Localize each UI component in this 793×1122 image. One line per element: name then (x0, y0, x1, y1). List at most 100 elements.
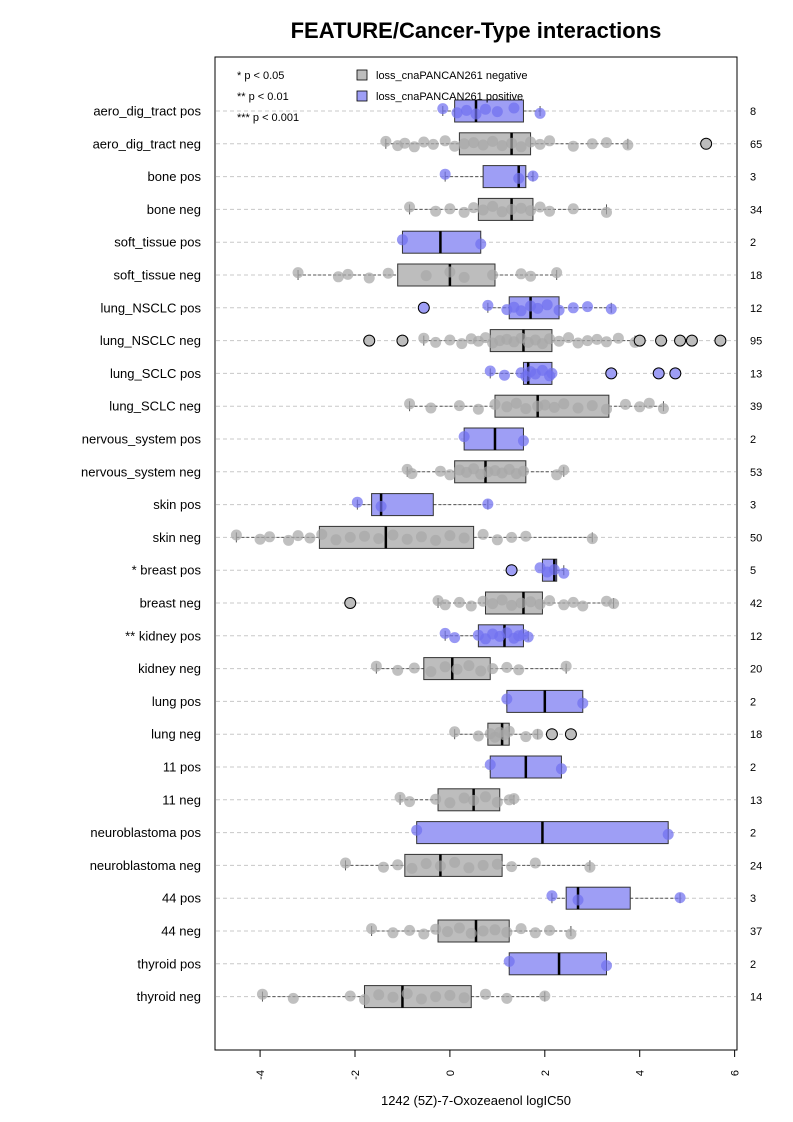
data-point (292, 530, 304, 542)
data-point (439, 627, 451, 639)
data-point (501, 926, 513, 938)
data-point (449, 632, 461, 644)
row-label: skin pos (153, 497, 201, 512)
data-point (503, 955, 515, 967)
data-point (304, 532, 316, 544)
data-point (491, 106, 503, 118)
data-point (577, 697, 589, 709)
x-axis: -4 -2 0 2 4 6 (255, 1049, 742, 1080)
data-point (430, 534, 442, 546)
data-point (506, 137, 518, 149)
data-point (520, 403, 532, 415)
x-tick-label: 6 (730, 1070, 742, 1076)
boxplots (235, 99, 681, 1009)
data-point (444, 469, 456, 481)
data-point (358, 994, 370, 1006)
chart-title: FEATURE/Cancer-Type interactions (291, 18, 662, 43)
data-point (601, 960, 612, 972)
data-point (544, 924, 556, 936)
data-point (515, 141, 527, 153)
data-point (501, 693, 513, 705)
data-point (567, 140, 579, 152)
data-point (442, 926, 454, 938)
data-point (491, 796, 503, 808)
row-count: 65 (750, 139, 762, 151)
data-point (387, 927, 399, 939)
data-point (506, 531, 518, 543)
data-point (482, 498, 494, 510)
legend-sig-3: *** p < 0.001 (237, 112, 299, 124)
data-point (506, 203, 518, 215)
data-point (430, 205, 442, 217)
data-point (529, 857, 541, 869)
row-count: 18 (750, 729, 762, 741)
data-point (513, 172, 525, 184)
data-point (370, 660, 382, 672)
data-point (449, 726, 461, 738)
row-count: 34 (750, 204, 762, 216)
data-point (358, 530, 370, 542)
data-point (491, 534, 503, 546)
data-point (477, 925, 489, 937)
data-point (487, 598, 499, 610)
data-point (489, 398, 501, 410)
data-point (449, 856, 461, 868)
row-count: 50 (750, 532, 762, 544)
data-point (544, 595, 556, 607)
data-point (517, 465, 529, 477)
data-point (496, 594, 508, 606)
data-point (458, 271, 470, 283)
data-point (558, 464, 570, 476)
row-label: lung pos (152, 694, 202, 709)
row-count: 3 (750, 172, 756, 184)
data-point (425, 666, 437, 678)
row-label: soft_tissue neg (114, 268, 201, 283)
data-point (513, 664, 525, 676)
data-point (558, 567, 570, 579)
outlier-point (564, 728, 577, 741)
row-count: 20 (750, 664, 762, 676)
legend-negative-swatch (356, 69, 368, 81)
data-point (453, 596, 465, 608)
row-count: 3 (750, 893, 756, 905)
data-point (601, 206, 612, 218)
data-point (458, 792, 470, 804)
legend: * p < 0.05 ** p < 0.01 *** p < 0.001 los… (237, 69, 527, 124)
data-point (506, 599, 518, 611)
row-label: bone neg (147, 202, 201, 217)
data-point (458, 532, 470, 544)
data-point (287, 992, 299, 1004)
data-point (470, 108, 482, 120)
row-count: 39 (750, 401, 762, 413)
row-label: skin neg (153, 530, 201, 545)
data-point (456, 338, 468, 350)
data-point (674, 892, 686, 904)
data-point (342, 268, 354, 280)
data-point (430, 793, 442, 805)
data-point (529, 927, 541, 939)
data-point (444, 530, 456, 542)
outlier-point (714, 334, 727, 347)
data-point (453, 922, 465, 934)
data-point (558, 398, 570, 410)
data-point (468, 202, 480, 214)
data-point (406, 862, 418, 874)
row-count: 12 (750, 631, 762, 643)
data-point (418, 136, 430, 148)
data-point (444, 989, 456, 1001)
row-count: 18 (750, 270, 762, 282)
data-point (487, 135, 499, 147)
data-point (572, 337, 584, 349)
data-point (449, 140, 461, 152)
data-point (548, 401, 560, 413)
x-axis-title: 1242 (5Z)-7-Oxozeaenol logIC50 (381, 1093, 571, 1108)
data-point (418, 928, 430, 940)
row-label: 44 neg (161, 924, 201, 939)
data-point (515, 305, 527, 317)
data-point (522, 631, 534, 643)
data-point (434, 465, 446, 477)
data-point (283, 534, 295, 546)
data-point (437, 103, 449, 115)
row-count: 14 (750, 992, 762, 1004)
data-point (517, 435, 529, 447)
